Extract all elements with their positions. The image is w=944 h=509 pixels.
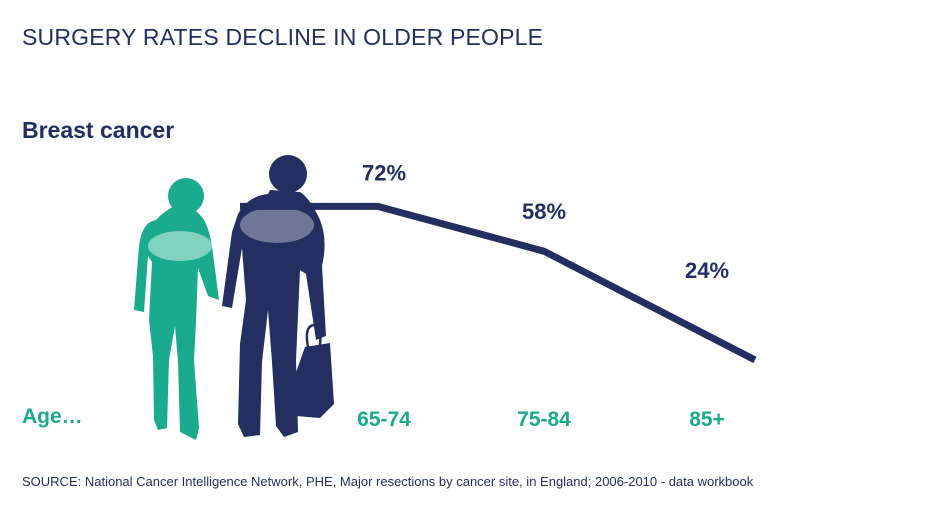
data-label-85-plus: 24% bbox=[685, 258, 729, 283]
x-tick-65-74: 65-74 bbox=[357, 408, 411, 431]
x-tick-75-84: 75-84 bbox=[517, 408, 571, 431]
x-axis-label: Age… bbox=[22, 405, 83, 428]
data-label-65-74: 72% bbox=[362, 160, 406, 185]
person-silhouette-navy bbox=[222, 155, 334, 437]
series-line-breast-cancer bbox=[240, 202, 757, 364]
silhouette-highlight-navy bbox=[240, 207, 314, 243]
x-tick-85-plus: 85+ bbox=[689, 408, 725, 431]
silhouette-highlight-teal bbox=[148, 231, 212, 261]
chart-title: SURGERY RATES DECLINE IN OLDER PEOPLE bbox=[22, 24, 544, 50]
series-label-breast-cancer: Breast cancer bbox=[22, 117, 175, 143]
person-silhouette-teal bbox=[134, 178, 219, 440]
data-label-75-84: 58% bbox=[522, 199, 566, 224]
source-note: SOURCE: National Cancer Intelligence Net… bbox=[22, 474, 754, 489]
